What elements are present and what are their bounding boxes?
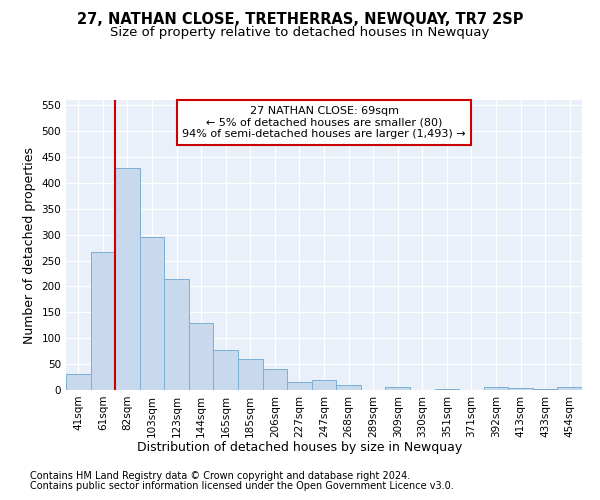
Text: Contains public sector information licensed under the Open Government Licence v3: Contains public sector information licen… bbox=[30, 481, 454, 491]
Bar bbox=[115, 168, 140, 390]
Bar bbox=[287, 382, 312, 390]
Bar bbox=[66, 374, 91, 390]
Bar bbox=[336, 385, 361, 390]
Bar bbox=[508, 388, 533, 390]
Text: 27, NATHAN CLOSE, TRETHERRAS, NEWQUAY, TR7 2SP: 27, NATHAN CLOSE, TRETHERRAS, NEWQUAY, T… bbox=[77, 12, 523, 28]
Bar bbox=[214, 350, 238, 390]
Text: Contains HM Land Registry data © Crown copyright and database right 2024.: Contains HM Land Registry data © Crown c… bbox=[30, 471, 410, 481]
Text: Size of property relative to detached houses in Newquay: Size of property relative to detached ho… bbox=[110, 26, 490, 39]
Bar bbox=[434, 389, 459, 390]
Bar bbox=[189, 322, 214, 390]
Bar bbox=[312, 380, 336, 390]
Bar bbox=[91, 252, 115, 390]
Bar bbox=[484, 388, 508, 390]
Y-axis label: Number of detached properties: Number of detached properties bbox=[23, 146, 36, 344]
Text: Distribution of detached houses by size in Newquay: Distribution of detached houses by size … bbox=[137, 441, 463, 454]
Bar bbox=[238, 359, 263, 390]
Bar bbox=[533, 389, 557, 390]
Bar bbox=[385, 388, 410, 390]
Bar bbox=[164, 278, 189, 390]
Bar bbox=[557, 388, 582, 390]
Bar bbox=[263, 370, 287, 390]
Text: 27 NATHAN CLOSE: 69sqm
← 5% of detached houses are smaller (80)
94% of semi-deta: 27 NATHAN CLOSE: 69sqm ← 5% of detached … bbox=[182, 106, 466, 139]
Bar bbox=[140, 237, 164, 390]
